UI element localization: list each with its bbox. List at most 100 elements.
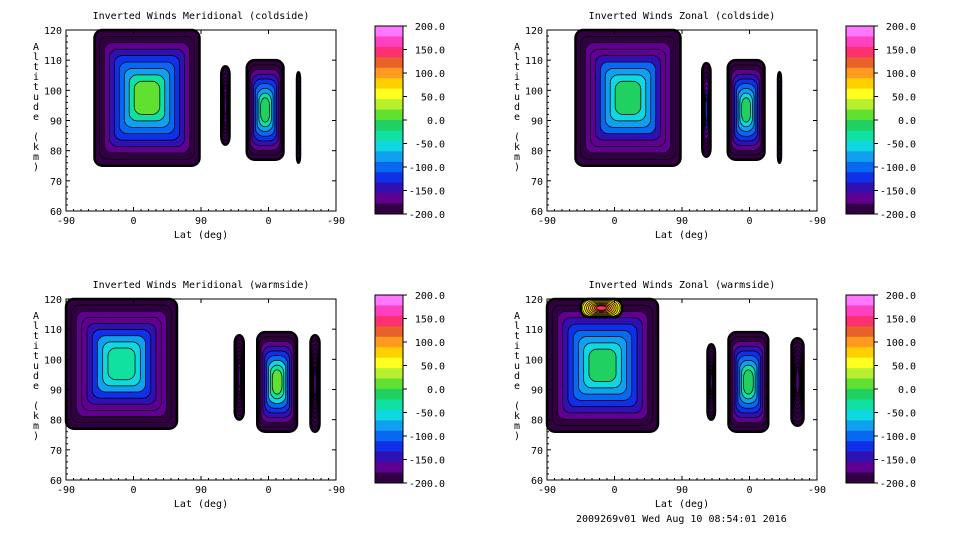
y-tick-label: 100 (525, 86, 543, 97)
colorbar-swatch (375, 441, 403, 453)
contour-level (743, 369, 754, 395)
colorbar-label: -100.0 (880, 432, 916, 443)
y-axis-label-char: t (514, 82, 520, 93)
colorbar-swatch (375, 161, 403, 173)
y-tick-label: 110 (44, 325, 62, 336)
colorbar-swatch (375, 451, 403, 463)
colorbar-swatch (375, 409, 403, 421)
colorbar-swatch (846, 409, 874, 421)
colorbar-swatch (375, 368, 403, 380)
colorbar-swatch (375, 130, 403, 142)
colorbar-swatch (846, 305, 874, 317)
y-axis-label-char: m (33, 152, 39, 163)
colorbar-label: 200.0 (415, 22, 445, 33)
colorbar-swatch (375, 36, 403, 48)
colorbar-swatch (846, 151, 874, 163)
y-axis-label-char: l (33, 52, 39, 63)
y-tick-label: 60 (50, 476, 62, 487)
colorbar-label: 150.0 (415, 46, 445, 57)
chart-title: Inverted Winds Meridional (warmside) (93, 280, 310, 291)
y-tick-label: 90 (531, 386, 543, 397)
y-axis-label-char: t (33, 62, 39, 73)
y-axis-label-char: m (514, 421, 520, 432)
colorbar-swatch (846, 36, 874, 48)
colorbar-swatch (375, 326, 403, 338)
y-axis-label-char: u (33, 92, 39, 103)
colorbar-swatch (375, 120, 403, 131)
contour-level (795, 370, 800, 394)
x-tick-label: 0 (265, 485, 271, 496)
y-tick-label: 120 (525, 26, 543, 37)
y-axis-label-char: l (33, 321, 39, 332)
panel-1: Inverted Winds Meridional (coldside) 120 1… (33, 11, 445, 241)
panel-2: Inverted Winds Zonal (coldside) 120 110 100… (514, 11, 916, 241)
y-axis-label-char: A (33, 42, 39, 53)
x-tick-label: 0 (130, 485, 136, 496)
colorbar-swatch (375, 26, 403, 37)
colorbar-label: -100.0 (409, 163, 445, 174)
colorbar-swatch (846, 161, 874, 173)
colorbar-swatch (846, 46, 874, 58)
y-tick-label: 60 (531, 476, 543, 487)
y-axis-label-char: i (33, 72, 39, 83)
colorbar-swatch (846, 130, 874, 142)
colorbar-swatch (375, 182, 403, 194)
x-tick-label: 0 (746, 216, 752, 227)
colorbar-swatch (375, 151, 403, 163)
colorbar-label: 200.0 (886, 22, 916, 33)
contour-level (778, 106, 781, 129)
y-axis-label-char: e (33, 381, 39, 392)
y-axis-label-char: e (514, 112, 520, 123)
y-axis-label-char: k (514, 411, 520, 422)
contour-region (574, 28, 682, 167)
y-axis-label-char: ( (33, 401, 39, 412)
colorbar-swatch (846, 368, 874, 380)
colorbar-swatch (846, 378, 874, 390)
y-axis-label-char: m (33, 421, 39, 432)
colorbar-swatch (375, 67, 403, 79)
contour-region (579, 297, 624, 319)
colorbar-label: 50.0 (892, 362, 916, 373)
colorbar-label: -150.0 (880, 187, 916, 198)
colorbar-label: 0.0 (427, 116, 445, 127)
y-axis-label-char: u (514, 92, 520, 103)
colorbar-swatch (375, 295, 403, 306)
y-axis-label-char: e (33, 112, 39, 123)
colorbar-label: 200.0 (415, 291, 445, 302)
x-tick-label: -90 (327, 485, 345, 496)
y-axis-label-char: i (33, 341, 39, 352)
colorbar: 200.0 150.0 100.0 50.0 0.0 -50.0 -100.0 -150.0 -… (845, 22, 916, 221)
y-axis-label-char: ( (514, 132, 520, 143)
colorbar-swatch (846, 109, 874, 121)
colorbar-swatch (846, 315, 874, 327)
colorbar-swatch (846, 120, 874, 131)
y-tick-label: 110 (44, 56, 62, 67)
x-tick-label: -90 (327, 216, 345, 227)
contour-level (614, 80, 642, 115)
colorbar-swatch (846, 57, 874, 69)
colorbar-label: 0.0 (427, 385, 445, 396)
x-tick-label: 0 (265, 216, 271, 227)
colorbar-swatch (846, 347, 874, 359)
contour-level (260, 97, 270, 123)
colorbar-swatch (375, 462, 403, 474)
x-tick-label: 0 (746, 485, 752, 496)
y-tick-label: 70 (531, 177, 543, 188)
colorbar-swatch (375, 172, 403, 184)
y-axis-label-char: u (514, 361, 520, 372)
colorbar-swatch (375, 140, 403, 152)
colorbar-swatch (846, 430, 874, 442)
y-axis-label-char: A (514, 311, 520, 322)
contour-level (709, 372, 713, 392)
y-axis-label-char: i (514, 341, 520, 352)
colorbar-swatch (375, 420, 403, 432)
colorbar-label: 50.0 (892, 93, 916, 104)
colorbar-swatch (846, 472, 874, 484)
colorbar-label: -200.0 (880, 479, 916, 490)
y-axis-label-char: t (33, 331, 39, 342)
colorbar-swatch (846, 203, 874, 215)
y-axis-label-char: t (514, 351, 520, 362)
